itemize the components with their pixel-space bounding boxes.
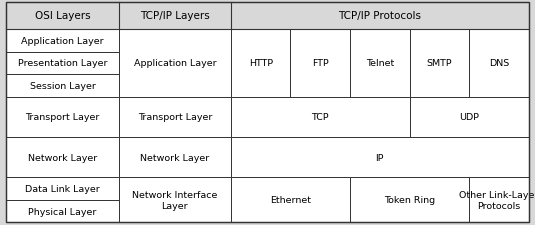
Text: Network Layer: Network Layer bbox=[140, 153, 209, 162]
Text: UDP: UDP bbox=[459, 113, 479, 122]
Text: Token Ring: Token Ring bbox=[384, 196, 435, 205]
Text: TCP/IP Protocols: TCP/IP Protocols bbox=[338, 11, 421, 21]
Bar bbox=[231, 137, 529, 178]
Text: SMTP: SMTP bbox=[426, 59, 452, 68]
Text: Network Interface
Layer: Network Interface Layer bbox=[132, 190, 218, 210]
Text: TCP: TCP bbox=[311, 113, 329, 122]
Text: Transport Layer: Transport Layer bbox=[25, 113, 100, 122]
Bar bbox=[6, 200, 119, 222]
Text: Presentation Layer: Presentation Layer bbox=[18, 59, 108, 68]
Bar bbox=[6, 30, 119, 52]
Text: IP: IP bbox=[376, 153, 384, 162]
Text: Physical Layer: Physical Layer bbox=[28, 207, 97, 216]
Text: Application Layer: Application Layer bbox=[21, 37, 104, 46]
Text: Other Link-Layer
Protocols: Other Link-Layer Protocols bbox=[459, 190, 535, 210]
Bar bbox=[469, 30, 529, 97]
Bar bbox=[6, 52, 119, 75]
Bar bbox=[6, 178, 119, 200]
Bar bbox=[350, 178, 469, 222]
Bar bbox=[119, 137, 231, 178]
Bar bbox=[119, 30, 231, 97]
Bar bbox=[6, 137, 119, 178]
Text: OSI Layers: OSI Layers bbox=[35, 11, 90, 21]
Bar bbox=[6, 75, 119, 97]
Bar bbox=[119, 97, 231, 137]
Bar bbox=[291, 30, 350, 97]
Bar bbox=[231, 178, 350, 222]
Bar bbox=[231, 97, 409, 137]
Text: Session Layer: Session Layer bbox=[29, 81, 95, 90]
Bar bbox=[350, 30, 409, 97]
Text: HTTP: HTTP bbox=[249, 59, 273, 68]
Text: Data Link Layer: Data Link Layer bbox=[25, 184, 100, 193]
Bar bbox=[6, 3, 529, 30]
Bar bbox=[409, 97, 529, 137]
Text: DNS: DNS bbox=[488, 59, 509, 68]
Bar bbox=[119, 178, 231, 222]
Text: TCP/IP Layers: TCP/IP Layers bbox=[140, 11, 210, 21]
Bar bbox=[469, 178, 529, 222]
Bar bbox=[409, 30, 469, 97]
Text: FTP: FTP bbox=[312, 59, 328, 68]
Bar bbox=[6, 97, 119, 137]
Text: Ethernet: Ethernet bbox=[270, 196, 311, 205]
Bar bbox=[231, 30, 291, 97]
Text: Application Layer: Application Layer bbox=[134, 59, 216, 68]
Text: Transport Layer: Transport Layer bbox=[137, 113, 212, 122]
Text: Network Layer: Network Layer bbox=[28, 153, 97, 162]
Text: Telnet: Telnet bbox=[365, 59, 394, 68]
